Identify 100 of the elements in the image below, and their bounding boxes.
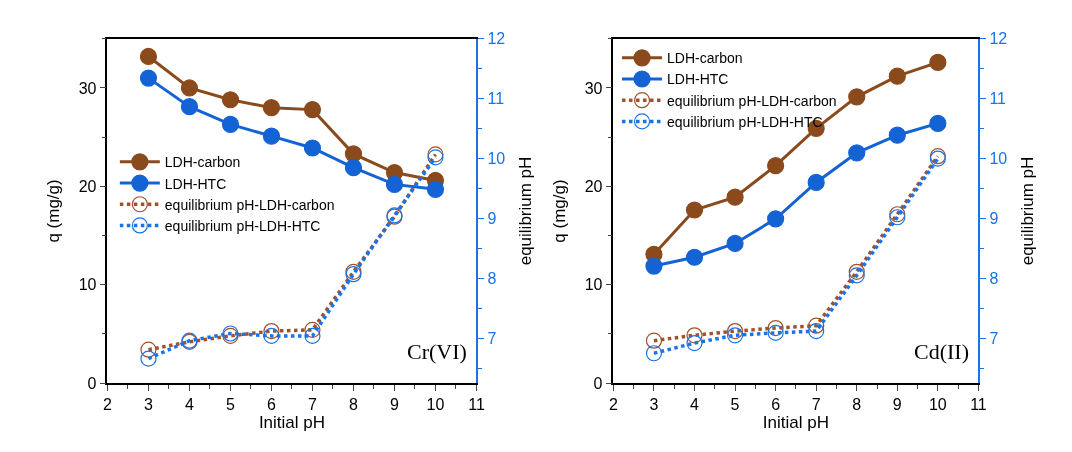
y2-tick-label: 12 xyxy=(989,30,1008,48)
y-axis-title: q (mg/g) xyxy=(43,179,63,243)
point xyxy=(686,334,703,352)
point xyxy=(726,234,744,253)
point xyxy=(140,341,157,358)
point xyxy=(385,175,404,193)
x-tick-label: 8 xyxy=(349,396,359,414)
point xyxy=(180,98,199,116)
point xyxy=(767,157,785,175)
x-tick-label: 7 xyxy=(811,396,821,414)
x-tick-label: 5 xyxy=(226,396,236,414)
point xyxy=(140,350,157,367)
y-tick-label: 0 xyxy=(593,374,603,392)
x-tick-label: 11 xyxy=(468,396,485,414)
point xyxy=(726,322,744,340)
y2-tick-label: 8 xyxy=(989,269,999,287)
y-axis-title: q (mg/g) xyxy=(549,179,569,243)
point xyxy=(263,327,280,344)
x-tick-label: 6 xyxy=(771,396,781,414)
point xyxy=(767,210,785,228)
point xyxy=(726,188,744,206)
annotation: Cd(II) xyxy=(914,339,969,364)
point xyxy=(929,114,947,132)
point xyxy=(848,144,866,162)
point xyxy=(807,173,825,192)
point xyxy=(304,321,321,338)
legend-label: equilibrium pH-LDH-HTC xyxy=(667,113,823,130)
y-tick-label: 20 xyxy=(584,177,603,195)
point xyxy=(645,332,663,349)
annotation: Cr(VI) xyxy=(407,339,467,364)
x-axis-title: Initial pH xyxy=(258,413,326,433)
y2-tick-label: 9 xyxy=(487,210,497,228)
point xyxy=(848,88,866,106)
point xyxy=(303,101,322,119)
legend-label: LDH-carbon xyxy=(164,154,241,171)
x-tick-label: 11 xyxy=(970,396,987,414)
legend-label: equilibrium pH-LDH-carbon xyxy=(164,196,335,213)
point xyxy=(139,69,158,87)
point xyxy=(808,317,825,334)
point xyxy=(304,327,321,344)
x-tick-label: 7 xyxy=(308,396,318,414)
point xyxy=(888,126,906,144)
point xyxy=(221,91,240,109)
point xyxy=(686,327,703,344)
x-axis-title: Initial pH xyxy=(762,413,829,433)
y2-tick-label: 10 xyxy=(487,150,506,168)
y-tick-label: 20 xyxy=(78,177,97,195)
x-tick-label: 3 xyxy=(144,396,153,414)
point xyxy=(685,248,704,266)
y-tick-label: 10 xyxy=(78,276,97,294)
x-tick-label: 4 xyxy=(690,396,700,414)
x-tick-label: 3 xyxy=(649,396,659,414)
y2-axis-title: equilibrium pH xyxy=(1018,156,1038,266)
point xyxy=(262,99,281,117)
x-tick-label: 9 xyxy=(390,396,400,414)
point xyxy=(344,159,363,177)
legend-label: LDH-carbon xyxy=(667,50,743,67)
y2-tick-label: 12 xyxy=(487,30,506,48)
y-tick-label: 10 xyxy=(584,276,603,294)
x-tick-label: 10 xyxy=(426,396,445,414)
legend-label: LDH-HTC xyxy=(667,71,729,88)
x-tick-label: 8 xyxy=(852,396,862,414)
y2-tick-label: 9 xyxy=(989,210,999,228)
legend-label: equilibrium pH-LDH-carbon xyxy=(667,92,837,109)
y-tick-label: 0 xyxy=(87,374,97,392)
x-tick-label: 2 xyxy=(103,396,112,414)
point xyxy=(262,127,281,145)
x-tick-label: 6 xyxy=(267,396,277,414)
point xyxy=(685,201,704,219)
y2-tick-label: 11 xyxy=(487,90,505,108)
legend-label: equilibrium pH-LDH-HTC xyxy=(164,217,321,234)
point xyxy=(767,324,784,341)
point xyxy=(344,145,363,163)
point xyxy=(848,263,865,280)
y2-axis-title: equilibrium pH xyxy=(516,156,536,266)
point xyxy=(848,267,865,284)
point xyxy=(645,345,663,362)
x-tick-label: 4 xyxy=(185,396,195,414)
y2-tick-label: 8 xyxy=(487,269,497,287)
y2-tick-label: 7 xyxy=(487,329,497,347)
point xyxy=(426,180,445,198)
y2-tick-label: 10 xyxy=(989,150,1008,168)
point xyxy=(767,319,784,337)
point xyxy=(303,139,322,157)
point xyxy=(808,322,825,340)
x-tick-label: 9 xyxy=(892,396,902,414)
point xyxy=(929,53,947,71)
y2-tick-label: 7 xyxy=(989,329,999,347)
point xyxy=(180,79,199,97)
point xyxy=(726,327,744,344)
point xyxy=(888,67,906,85)
y-tick-label: 30 xyxy=(78,79,97,97)
y2-tick-label: 11 xyxy=(989,90,1007,108)
x-tick-label: 10 xyxy=(928,396,947,414)
point xyxy=(139,47,158,66)
x-tick-label: 2 xyxy=(608,396,618,414)
x-tick-label: 5 xyxy=(730,396,740,414)
point xyxy=(645,257,663,275)
point xyxy=(221,115,240,133)
point xyxy=(263,322,280,340)
